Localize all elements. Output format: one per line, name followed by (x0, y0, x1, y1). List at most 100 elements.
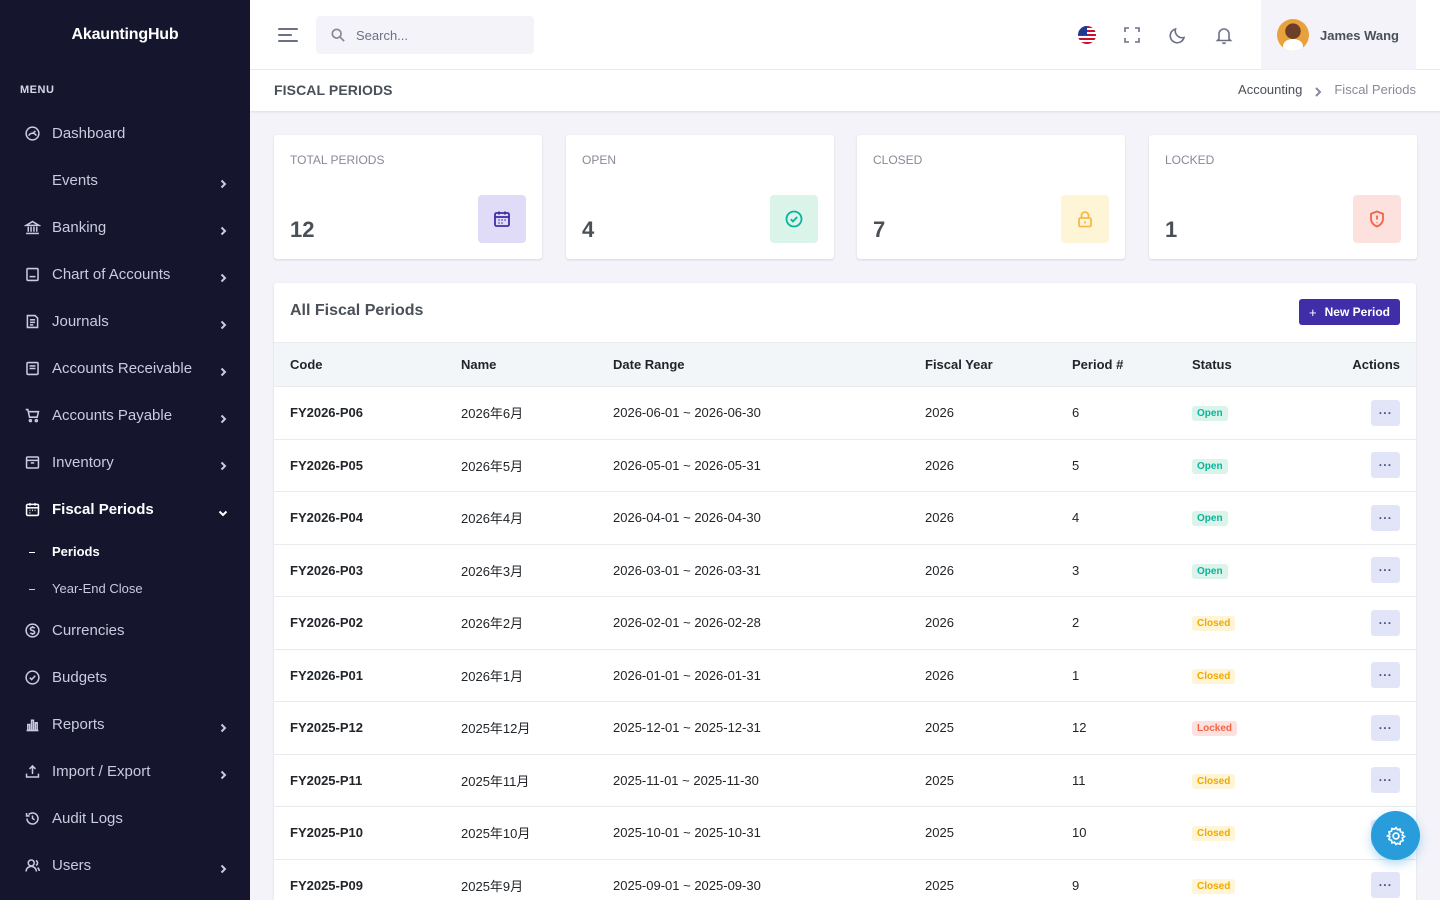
sidebar-item-label: Accounts Receivable (52, 360, 193, 377)
status-badge: Closed (1192, 668, 1236, 684)
stat-label: LOCKED (1165, 153, 1215, 167)
brand-logo[interactable]: AkauntingHub (71, 26, 179, 43)
stat-value: 1 (1165, 217, 1178, 242)
ledger-icon (24, 266, 41, 283)
row-actions-button[interactable]: ··· (1371, 767, 1400, 794)
topbar: James Wang (250, 0, 1440, 70)
sidebar-item-accounts-payable[interactable]: Accounts Payable (0, 392, 250, 439)
cell-code: FY2026-P05 (274, 439, 461, 492)
row-actions-button[interactable]: ··· (1371, 557, 1400, 584)
sidebar-item-audit-logs[interactable]: Audit Logs (0, 795, 250, 842)
stat-value: 4 (582, 217, 595, 242)
sidebar-item-inventory[interactable]: Inventory (0, 439, 250, 486)
stat-label: CLOSED (873, 153, 923, 167)
cell-actions: ··· (1312, 701, 1416, 755)
sidebar-item-label: Events (52, 172, 98, 189)
search-box (316, 16, 534, 54)
search-input[interactable] (356, 27, 516, 43)
cell-fiscal-year: 2026 (925, 649, 1072, 702)
sidebar-item-budgets[interactable]: Budgets (0, 654, 250, 701)
cell-period-number: 3 (1072, 544, 1192, 597)
moon-icon[interactable] (1167, 24, 1189, 46)
cell-period-number: 11 (1072, 754, 1192, 807)
chevron-right-icon (218, 861, 228, 873)
cell-code: FY2026-P03 (274, 544, 461, 597)
cell-name: 2026年5月 (461, 439, 613, 492)
cell-date-range: 2025-11-01 ~ 2025-11-30 (613, 754, 925, 807)
col-period-number: Period # (1072, 342, 1192, 387)
inventory-icon (24, 454, 41, 471)
cell-actions: ··· (1312, 649, 1416, 702)
sidebar-subitem-periods[interactable]: Periods (0, 533, 250, 570)
chevron-right-icon (218, 720, 228, 732)
bell-icon[interactable] (1213, 24, 1235, 46)
settings-gear-icon[interactable] (1371, 811, 1420, 860)
menu-toggle-icon[interactable] (278, 26, 298, 44)
cell-actions: ··· (1312, 596, 1416, 650)
row-actions-button[interactable]: ··· (1371, 714, 1400, 741)
new-period-label: New Period (1324, 305, 1390, 319)
avatar (1277, 19, 1309, 51)
user-menu[interactable]: James Wang (1261, 0, 1416, 70)
dashboard-icon (24, 125, 41, 142)
budget-icon (24, 669, 41, 686)
table-row: FY2026-P04 2026年4月 2026-04-01 ~ 2026-04-30… (274, 491, 1416, 545)
breadcrumb-accounting[interactable]: Accounting (1238, 82, 1303, 97)
sidebar-item-users[interactable]: Users (0, 842, 250, 889)
sidebar-item-label: Import / Export (52, 763, 151, 780)
sidebar-item-chart-of-accounts[interactable]: Chart of Accounts (0, 251, 250, 298)
row-actions-button[interactable]: ··· (1371, 504, 1400, 531)
row-actions-button[interactable]: ··· (1371, 399, 1400, 426)
upload-icon (24, 763, 41, 780)
cell-date-range: 2026-01-01 ~ 2026-01-31 (613, 649, 925, 702)
table-row: FY2026-P05 2026年5月 2026-05-01 ~ 2026-05-31… (274, 439, 1416, 492)
stat-label: OPEN (582, 153, 617, 167)
row-actions-button[interactable]: ··· (1371, 452, 1400, 479)
cell-name: 2026年4月 (461, 491, 613, 545)
fiscal-periods-table-card: All Fiscal Periods + New Period Code Nam… (274, 283, 1416, 900)
sidebar-subitem-label: Periods (52, 544, 100, 559)
cell-code: FY2026-P06 (274, 386, 461, 440)
cell-status: Closed (1192, 596, 1312, 650)
sidebar-subitem-year-end-close[interactable]: Year-End Close (0, 570, 250, 607)
receivable-icon (24, 360, 41, 377)
row-actions-button[interactable]: ··· (1371, 872, 1400, 899)
row-actions-button[interactable]: ··· (1371, 609, 1400, 636)
sidebar-nav: Dashboard Events Banking Chart of Accounts J… (0, 110, 250, 889)
page-title: FISCAL PERIODS (274, 82, 393, 98)
cell-date-range: 2025-10-01 ~ 2025-10-31 (613, 806, 925, 860)
cell-fiscal-year: 2025 (925, 806, 1072, 860)
cell-fiscal-year: 2026 (925, 439, 1072, 492)
sidebar-item-journals[interactable]: Journals (0, 298, 250, 345)
cell-actions: ··· (1312, 859, 1416, 900)
sidebar-item-banking[interactable]: Banking (0, 204, 250, 251)
cell-name: 2026年6月 (461, 386, 613, 440)
sidebar-item-reports[interactable]: Reports (0, 701, 250, 748)
us-flag-icon[interactable] (1076, 24, 1098, 46)
sidebar-item-import-export[interactable]: Import / Export (0, 748, 250, 795)
cell-actions: ··· (1312, 754, 1416, 807)
breadcrumb-current: Fiscal Periods (1334, 82, 1416, 97)
col-actions: Actions (1312, 342, 1416, 387)
stat-card-open: OPEN 4 (566, 135, 834, 259)
chevron-right-icon (218, 270, 228, 282)
sidebar-item-events[interactable]: Events (0, 157, 250, 204)
chevron-right-icon (218, 364, 228, 376)
sidebar-item-dashboard[interactable]: Dashboard (0, 110, 250, 157)
fullscreen-icon[interactable] (1121, 24, 1143, 46)
cell-fiscal-year: 2026 (925, 386, 1072, 440)
sidebar-item-currencies[interactable]: Currencies (0, 607, 250, 654)
cell-actions: ··· (1312, 491, 1416, 545)
currency-icon (24, 622, 41, 639)
sidebar-item-label: Accounts Payable (52, 407, 173, 424)
status-badge: Closed (1192, 878, 1236, 894)
table-row: FY2025-P10 2025年10月 2025-10-01 ~ 2025-10-3… (274, 806, 1416, 860)
new-period-button[interactable]: + New Period (1299, 299, 1400, 325)
cell-period-number: 12 (1072, 701, 1192, 755)
check-circle-icon (770, 195, 818, 243)
sidebar-item-fiscal-periods[interactable]: Fiscal Periods (0, 486, 250, 533)
status-badge: Open (1192, 563, 1228, 579)
stat-value: 7 (873, 217, 886, 242)
sidebar-item-accounts-receivable[interactable]: Accounts Receivable (0, 345, 250, 392)
row-actions-button[interactable]: ··· (1371, 662, 1400, 689)
